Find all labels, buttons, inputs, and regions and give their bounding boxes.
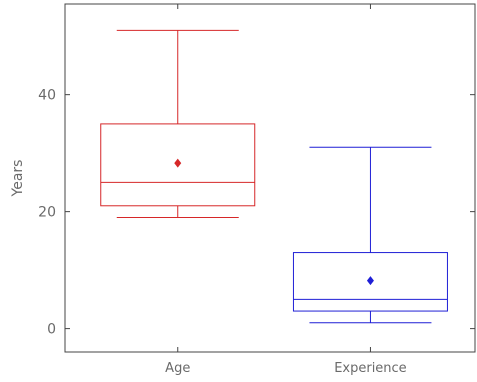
x-tick-label: Age — [165, 361, 190, 376]
mean-marker — [366, 276, 374, 286]
y-tick-label: 40 — [38, 88, 56, 104]
mean-marker — [174, 158, 182, 168]
box-experience — [292, 146, 448, 324]
plot-frame — [64, 3, 476, 353]
y-tick-label: 0 — [47, 322, 56, 338]
iqr-box — [292, 252, 448, 312]
iqr-box — [100, 123, 256, 207]
box-age — [100, 29, 256, 218]
axis-ticks — [65, 4, 475, 352]
y-tick-label: 20 — [38, 205, 56, 221]
axis-labels: 0 20 40 Age Experience — [38, 88, 407, 376]
x-tick-label: Experience — [334, 361, 407, 376]
boxes — [100, 29, 448, 324]
y-axis-title: Years — [10, 160, 26, 198]
